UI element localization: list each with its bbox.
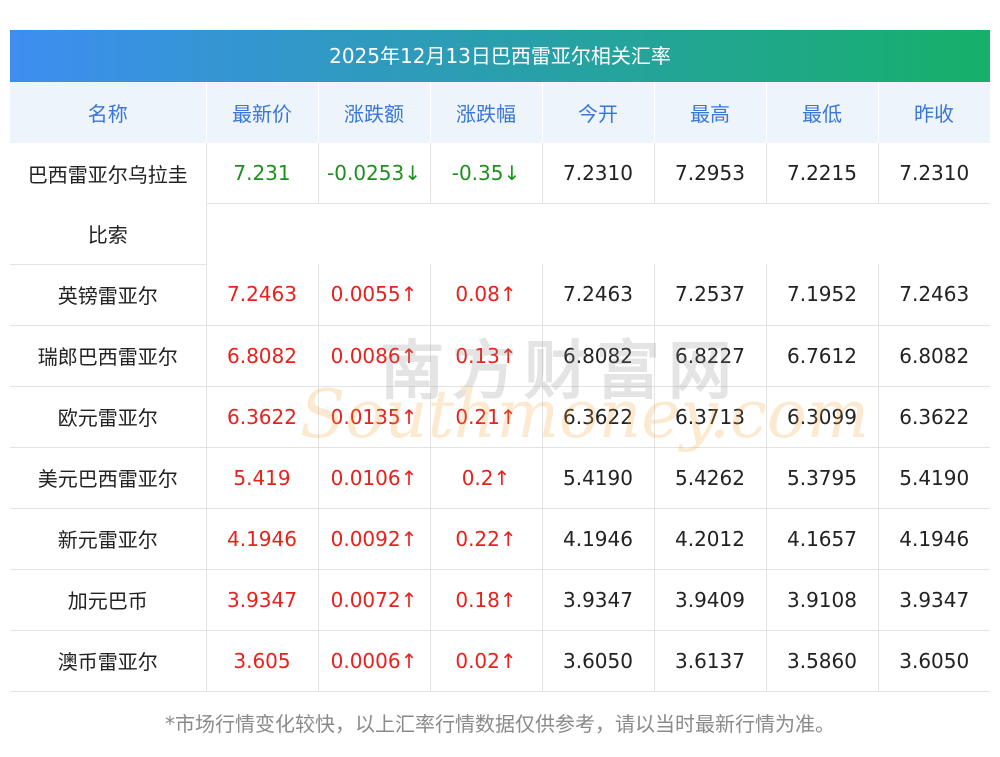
table-row: 瑞郎巴西雷亚尔 6.8082 0.0086↑ 0.13↑ 6.8082 6.82…	[10, 325, 990, 387]
row-prev-close: 4.1946	[878, 508, 990, 570]
row-name[interactable]: 美元巴西雷亚尔	[10, 447, 207, 509]
table-row-continuation: 比索	[10, 203, 990, 265]
row-open: 6.3622	[542, 386, 655, 448]
row-change-pct: 0.21↑	[430, 386, 543, 448]
row-latest: 7.231	[206, 143, 319, 204]
row-name[interactable]: 瑞郎巴西雷亚尔	[10, 325, 207, 387]
row-open: 4.1946	[542, 508, 655, 570]
row-latest: 7.2463	[206, 264, 319, 326]
row-latest: 3.605	[206, 630, 319, 692]
header-open: 今开	[542, 82, 655, 143]
row-open: 5.4190	[542, 447, 655, 509]
header-low: 最低	[766, 82, 879, 143]
header-change-pct: 涨跌幅	[430, 82, 543, 143]
row-high: 4.2012	[654, 508, 767, 570]
row-low: 7.1952	[766, 264, 879, 326]
rates-table: 名称 最新价 涨跌额 涨跌幅 今开 最高 最低 昨收 巴西雷亚尔乌拉圭 7.23…	[10, 82, 991, 692]
row-change: 0.0092↑	[318, 508, 431, 570]
row-low: 5.3795	[766, 447, 879, 509]
header-high: 最高	[654, 82, 767, 143]
row-change: 0.0055↑	[318, 264, 431, 326]
row-low: 3.9108	[766, 569, 879, 631]
row-open: 3.6050	[542, 630, 655, 692]
row-low: 4.1657	[766, 508, 879, 570]
row-change-pct: 0.08↑	[430, 264, 543, 326]
row-name[interactable]: 澳币雷亚尔	[10, 630, 207, 692]
table-row: 澳币雷亚尔 3.605 0.0006↑ 0.02↑ 3.6050 3.6137 …	[10, 630, 990, 692]
rates-table-container: 名称 最新价 涨跌额 涨跌幅 今开 最高 最低 昨收 巴西雷亚尔乌拉圭 7.23…	[10, 82, 991, 692]
row-name-continuation[interactable]: 比索	[10, 203, 207, 265]
table-row: 欧元雷亚尔 6.3622 0.0135↑ 0.21↑ 6.3622 6.3713…	[10, 386, 990, 448]
row-name[interactable]: 英镑雷亚尔	[10, 264, 207, 326]
row-latest: 6.3622	[206, 386, 319, 448]
row-high: 7.2953	[654, 143, 767, 204]
row-open: 6.8082	[542, 325, 655, 387]
header-name: 名称	[10, 82, 207, 143]
row-change-pct: 0.2↑	[430, 447, 543, 509]
row-change: 0.0135↑	[318, 386, 431, 448]
row-name[interactable]: 新元雷亚尔	[10, 508, 207, 570]
table-row: 美元巴西雷亚尔 5.419 0.0106↑ 0.2↑ 5.4190 5.4262…	[10, 447, 990, 509]
row-latest: 6.8082	[206, 325, 319, 387]
table-row: 新元雷亚尔 4.1946 0.0092↑ 0.22↑ 4.1946 4.2012…	[10, 508, 990, 570]
row-high: 3.6137	[654, 630, 767, 692]
row-open: 7.2310	[542, 143, 655, 204]
row-prev-close: 3.9347	[878, 569, 990, 631]
row-high: 3.9409	[654, 569, 767, 631]
row-change: 0.0106↑	[318, 447, 431, 509]
row-prev-close: 7.2463	[878, 264, 990, 326]
row-open: 7.2463	[542, 264, 655, 326]
row-blank	[206, 204, 990, 265]
page-title: 2025年12月13日巴西雷亚尔相关汇率	[10, 30, 990, 82]
row-prev-close: 5.4190	[878, 447, 990, 509]
table-row: 巴西雷亚尔乌拉圭 7.231 -0.0253↓ -0.35↓ 7.2310 7.…	[10, 143, 990, 204]
row-low: 3.5860	[766, 630, 879, 692]
table-row: 加元巴币 3.9347 0.0072↑ 0.18↑ 3.9347 3.9409 …	[10, 569, 990, 631]
row-name[interactable]: 欧元雷亚尔	[10, 386, 207, 448]
row-high: 7.2537	[654, 264, 767, 326]
row-open: 3.9347	[542, 569, 655, 631]
row-prev-close: 7.2310	[878, 143, 990, 204]
table-header-row: 名称 最新价 涨跌额 涨跌幅 今开 最高 最低 昨收	[10, 82, 991, 143]
row-latest: 3.9347	[206, 569, 319, 631]
header-change: 涨跌额	[318, 82, 431, 143]
row-name[interactable]: 加元巴币	[10, 569, 207, 631]
row-prev-close: 3.6050	[878, 630, 990, 692]
row-change: 0.0086↑	[318, 325, 431, 387]
row-high: 5.4262	[654, 447, 767, 509]
row-change-pct: 0.22↑	[430, 508, 543, 570]
row-latest: 4.1946	[206, 508, 319, 570]
row-high: 6.3713	[654, 386, 767, 448]
row-name[interactable]: 巴西雷亚尔乌拉圭	[10, 143, 207, 204]
row-low: 6.3099	[766, 386, 879, 448]
row-change-pct: 0.18↑	[430, 569, 543, 631]
row-change: 0.0006↑	[318, 630, 431, 692]
disclaimer-footnote: *市场行情变化较快，以上汇率行情数据仅供参考，请以当时最新行情为准。	[165, 712, 835, 736]
row-change-pct: 0.13↑	[430, 325, 543, 387]
row-change: -0.0253↓	[318, 143, 431, 204]
row-prev-close: 6.8082	[878, 325, 990, 387]
header-latest: 最新价	[206, 82, 319, 143]
row-high: 6.8227	[654, 325, 767, 387]
row-change: 0.0072↑	[318, 569, 431, 631]
row-change-pct: 0.02↑	[430, 630, 543, 692]
row-low: 7.2215	[766, 143, 879, 204]
row-change-pct: -0.35↓	[430, 143, 543, 204]
row-low: 6.7612	[766, 325, 879, 387]
table-row: 英镑雷亚尔 7.2463 0.0055↑ 0.08↑ 7.2463 7.2537…	[10, 264, 990, 326]
row-latest: 5.419	[206, 447, 319, 509]
row-prev-close: 6.3622	[878, 386, 990, 448]
header-prev-close: 昨收	[878, 82, 991, 143]
